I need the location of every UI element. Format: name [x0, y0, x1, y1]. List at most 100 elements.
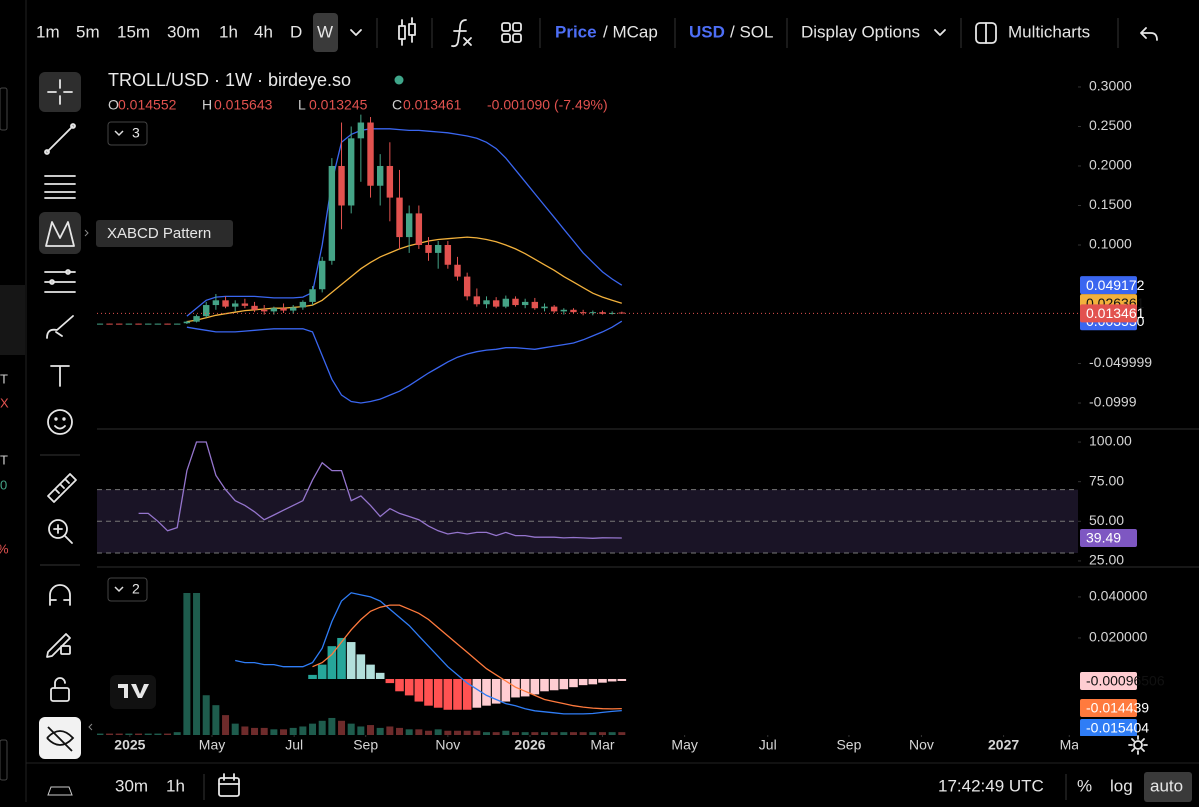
multicharts-icon[interactable] — [975, 22, 997, 44]
templates-button[interactable] — [501, 22, 522, 43]
fib-tool[interactable] — [44, 175, 76, 199]
y-tick-label: 0.3000 — [1089, 78, 1132, 94]
mcap-toggle[interactable]: / MCap — [603, 22, 658, 41]
candle-body — [367, 122, 374, 186]
live-dot — [394, 75, 404, 85]
ruler-tool[interactable] — [47, 473, 77, 503]
volume-bar — [115, 733, 123, 735]
candle-body — [357, 122, 365, 139]
bottom-interval[interactable]: 30m — [115, 776, 148, 795]
prediction-tool[interactable] — [44, 269, 76, 293]
interval-button[interactable]: W — [317, 22, 333, 41]
macd-histogram-bar — [366, 664, 375, 679]
y-tick-label: -0.049999 — [1089, 354, 1152, 370]
macd-histogram-bar — [549, 678, 559, 691]
interval-button[interactable]: 1m — [36, 22, 60, 41]
x-tick-label: May — [199, 737, 225, 753]
x-tick-label: Ma — [1060, 737, 1080, 753]
zoom-tool[interactable] — [48, 519, 73, 544]
volume-bar — [270, 729, 278, 735]
volume-bar — [367, 725, 375, 735]
macd-histogram-bar — [530, 678, 540, 695]
indicator-toggle[interactable] — [107, 577, 148, 602]
volume-bar — [618, 732, 626, 735]
macd-histogram-bar — [404, 678, 414, 696]
sidebar-collapse[interactable] — [88, 723, 93, 731]
interval-button[interactable]: 5m — [76, 22, 100, 41]
trendline-tool[interactable] — [44, 123, 76, 155]
ohlc-key: L — [298, 97, 306, 113]
interval-button[interactable]: 1h — [219, 22, 238, 41]
volume-bar — [540, 732, 548, 735]
lock-draw-tool[interactable] — [46, 633, 71, 658]
candle-body — [444, 244, 452, 265]
percent-toggle[interactable]: % — [1077, 776, 1092, 795]
macd-histogram-bar — [482, 678, 491, 706]
volume-bar — [338, 720, 346, 735]
display-options[interactable]: Display Options — [801, 22, 920, 41]
lock-tool[interactable] — [50, 677, 70, 702]
crosshair-tool[interactable] — [47, 79, 73, 105]
indicator-count: 3 — [132, 125, 140, 141]
goto-date[interactable] — [218, 773, 240, 797]
auto-active-bg — [1144, 772, 1192, 802]
interval-button[interactable]: 30m — [167, 22, 200, 41]
macd-histogram-bar — [607, 678, 617, 682]
price-tag — [1080, 672, 1137, 690]
macd-histogram-bar — [569, 678, 578, 688]
volume-bar — [444, 730, 452, 735]
pattern-tool[interactable] — [45, 221, 75, 247]
candle-body — [405, 213, 413, 238]
volume-bar — [483, 732, 491, 735]
macd-histogram-bar — [453, 678, 462, 710]
x-tick-label: Nov — [909, 737, 934, 753]
volume-bar — [144, 733, 152, 735]
candle-body — [463, 276, 471, 297]
settings-gear[interactable] — [1128, 735, 1148, 755]
price-tag-label: 0.049172 — [1086, 277, 1145, 293]
hide-tool[interactable] — [46, 726, 75, 752]
emoji-tool[interactable] — [47, 409, 73, 435]
macd-histogram-bar — [617, 678, 627, 681]
candle-body — [483, 300, 490, 305]
ohlc-value: 0.015643 — [214, 97, 273, 113]
volume-bar — [386, 726, 394, 735]
candle-body — [425, 244, 432, 253]
price-tag-label: -0.014439 — [1086, 700, 1149, 716]
candle-body — [309, 289, 316, 302]
volume-bar — [280, 729, 288, 735]
candle-body — [599, 312, 606, 314]
sol-toggle[interactable]: / SOL — [730, 22, 773, 41]
volume-bar — [222, 715, 230, 735]
log-toggle[interactable]: log — [1110, 776, 1133, 795]
chart-title: TROLL/USD · 1W · birdeye.so — [108, 70, 351, 90]
y-tick-label: 25.00 — [1089, 552, 1124, 568]
indicator-toggle[interactable] — [107, 121, 148, 146]
volume-bar — [376, 727, 384, 735]
brush-tool[interactable] — [46, 315, 74, 339]
candle-body — [280, 308, 287, 311]
indicators-button[interactable] — [451, 19, 472, 48]
interval-button[interactable]: D — [290, 22, 302, 41]
interval-button[interactable]: 4h — [254, 22, 273, 41]
candle-type-button[interactable] — [398, 17, 416, 46]
volume-bar — [260, 727, 268, 735]
auto-toggle[interactable]: auto — [1150, 776, 1183, 795]
bottom-interval[interactable]: 1h — [166, 776, 185, 795]
candle-body — [376, 165, 384, 186]
tooltip: XABCD Pattern — [107, 225, 211, 242]
undo-button[interactable] — [1140, 27, 1158, 41]
text-tool[interactable] — [50, 365, 70, 387]
macd-histogram-bar — [308, 674, 317, 679]
ohlc-key: H — [202, 97, 212, 113]
display-dropdown[interactable] — [934, 29, 946, 36]
trash-tool[interactable] — [47, 786, 73, 796]
interval-dropdown[interactable] — [350, 29, 362, 36]
usd-toggle[interactable]: USD — [689, 22, 725, 41]
interval-button[interactable]: 15m — [117, 22, 150, 41]
macd-histogram-bar — [588, 678, 598, 685]
magnet-tool[interactable] — [49, 584, 71, 606]
price-toggle[interactable]: Price — [555, 22, 597, 41]
multicharts-button[interactable]: Multicharts — [1008, 22, 1090, 41]
